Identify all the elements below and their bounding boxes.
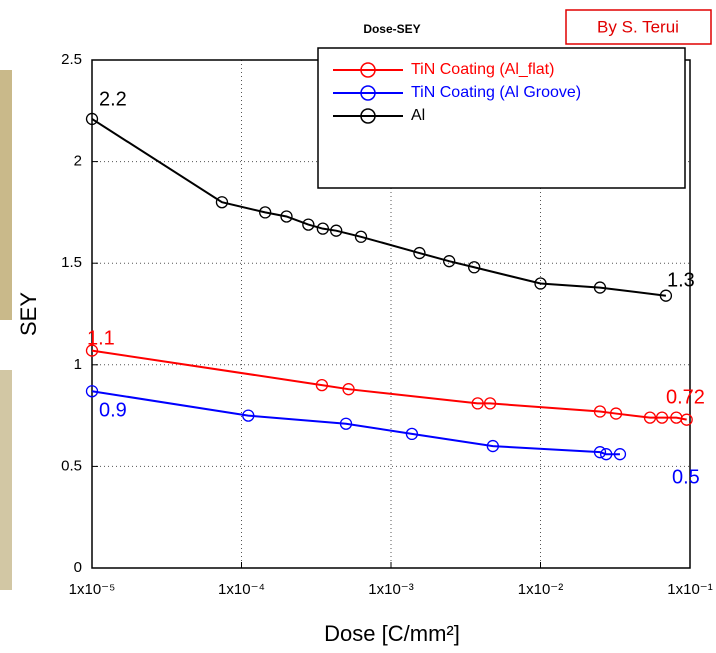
data-point (593, 446, 607, 459)
annotation: 0.72 (666, 386, 705, 408)
data-point (215, 196, 229, 209)
data-point (483, 397, 497, 410)
y-tick-label: 0 (74, 559, 82, 576)
y-tick-label: 2.5 (61, 51, 82, 68)
y-tick-label: 1 (74, 356, 82, 373)
data-point (659, 289, 673, 302)
data-point (330, 224, 343, 237)
legend-box (317, 47, 686, 189)
data-point (316, 222, 329, 235)
background-photo (0, 70, 12, 320)
legend-marker (360, 85, 376, 101)
data-point (339, 417, 353, 430)
data-point (593, 405, 607, 418)
x-tick-label: 1x10⁻⁵ (69, 581, 116, 598)
y-tick-label: 0.5 (61, 457, 82, 474)
annotation: 1.1 (87, 327, 115, 349)
y-tick-label: 1.5 (61, 254, 82, 271)
x-tick-label: 1x10⁻¹ (667, 581, 712, 598)
annotation: 0.9 (99, 399, 127, 421)
annotation: 2.2 (99, 88, 127, 110)
x-tick-label: 1x10⁻³ (368, 581, 413, 598)
data-point (680, 413, 693, 426)
data-point (655, 411, 669, 424)
data-point (405, 427, 419, 441)
data-point (471, 397, 484, 410)
annotation: 1.3 (667, 269, 695, 291)
data-point (486, 439, 499, 453)
data-point (259, 206, 272, 219)
data-point (600, 448, 613, 461)
data-point (242, 409, 255, 422)
series-line (91, 349, 687, 421)
data-point (302, 218, 315, 231)
x-axis-label: Dose [C/mm²] (324, 621, 460, 646)
x-tick-label: 1x10⁻⁴ (218, 581, 265, 598)
data-point (85, 344, 99, 357)
data-point (354, 230, 368, 243)
data-point (413, 246, 426, 260)
data-point (342, 383, 355, 396)
background-photo (0, 370, 12, 590)
chart-title: Dose-SEY (363, 22, 420, 36)
data-point (643, 411, 657, 424)
annotation: 0.5 (672, 466, 700, 488)
y-tick-label: 2 (74, 153, 82, 170)
legend-label: Al (411, 107, 425, 124)
data-point (468, 261, 481, 274)
legend-label: TiN Coating (Al_flat) (411, 61, 554, 78)
data-point (280, 210, 293, 223)
data-point (609, 407, 623, 420)
credit-box (565, 9, 712, 45)
legend-marker (360, 62, 376, 78)
legend-label: TiN Coating (Al Groove) (411, 84, 581, 101)
legend-marker (360, 108, 376, 124)
data-point (443, 255, 456, 268)
x-tick-label: 1x10⁻² (518, 581, 563, 598)
data-point (85, 112, 99, 126)
credit: By S. Terui (597, 17, 679, 36)
data-point (534, 277, 547, 290)
series-line (91, 118, 667, 297)
data-point (613, 448, 627, 461)
y-axis-label: SEY (16, 292, 41, 336)
data-point (85, 385, 99, 398)
data-point (593, 281, 607, 294)
data-point (315, 378, 329, 392)
